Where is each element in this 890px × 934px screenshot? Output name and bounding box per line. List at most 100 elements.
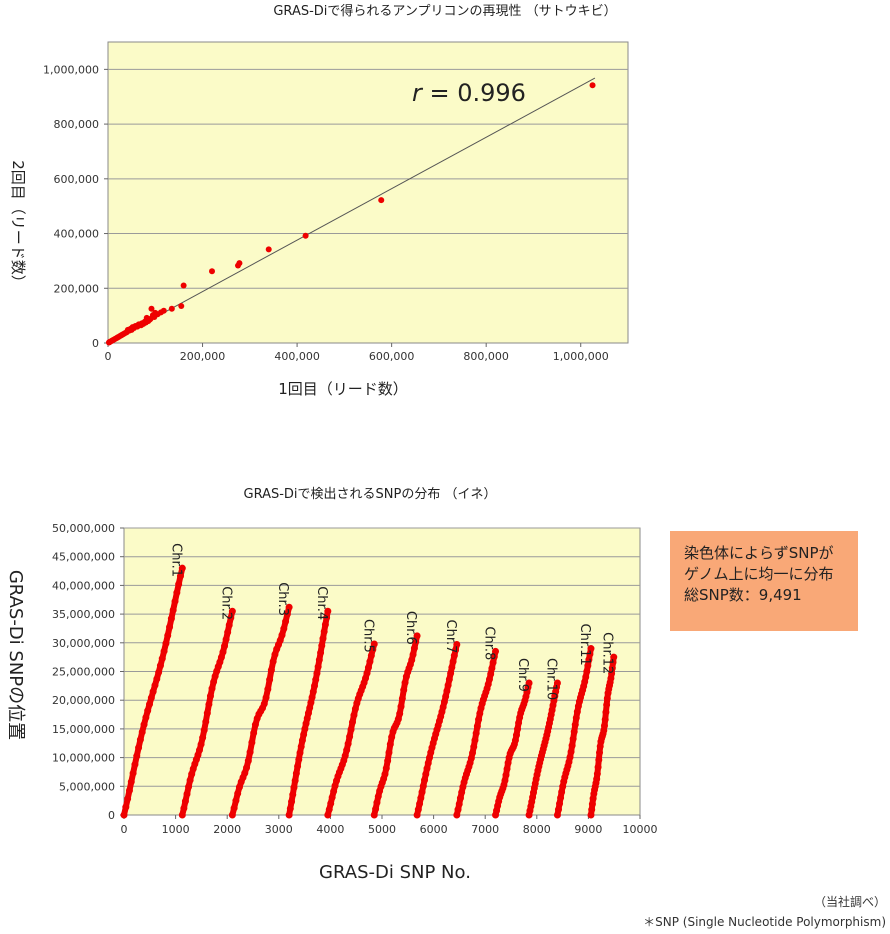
snp-point: [131, 761, 139, 769]
snp-point: [512, 731, 520, 739]
snp-point: [166, 623, 174, 631]
snp-point: [248, 738, 256, 746]
snp-point: [374, 792, 382, 800]
snp-point: [554, 806, 562, 814]
snp-point: [225, 621, 233, 629]
snp-point: [319, 635, 327, 643]
snp-point: [280, 625, 288, 633]
snp-point: [289, 791, 297, 799]
snp-point: [206, 692, 214, 700]
snp-point: [348, 718, 356, 726]
snp-point: [424, 759, 432, 767]
snp-point: [603, 694, 611, 702]
snp-point: [485, 675, 493, 683]
snp-point: [160, 647, 168, 655]
snp-point: [569, 735, 577, 743]
chromosome-series: [120, 564, 186, 819]
snp-point: [171, 597, 179, 605]
data-point: [168, 305, 175, 312]
snp-point: [473, 722, 481, 730]
chromosome-series: [370, 632, 421, 819]
snp-point: [301, 725, 309, 733]
snp-point: [370, 811, 378, 819]
snp-point: [416, 800, 424, 808]
snp-point: [151, 681, 159, 689]
snp-point: [176, 572, 184, 580]
snp-point: [469, 749, 477, 757]
x-tick-label: 6000: [420, 823, 448, 836]
snp-point: [203, 709, 211, 717]
snp-point: [208, 685, 216, 693]
snp-point: [511, 736, 519, 744]
y-tick-label: 400,000: [54, 228, 100, 241]
snp-point: [234, 789, 242, 797]
snp-point: [244, 757, 252, 765]
snp-point: [295, 755, 303, 763]
snp-point: [186, 776, 194, 784]
snp-point: [286, 804, 294, 812]
snp-point: [224, 628, 232, 636]
snp-point: [568, 742, 576, 750]
snp-point: [514, 725, 522, 733]
snp-point: [442, 693, 450, 701]
snp-point: [124, 795, 132, 803]
snp-point: [595, 756, 603, 764]
y-tick-label: 30,000,000: [52, 637, 115, 650]
snp-point: [328, 793, 336, 801]
chromosome-series: [228, 603, 293, 819]
snp-point: [351, 705, 359, 713]
snp-point: [205, 700, 213, 708]
snp-point: [146, 700, 154, 708]
snp-point: [602, 708, 610, 716]
snp-point: [490, 653, 498, 661]
snp-point: [401, 679, 409, 687]
snp-point: [297, 742, 305, 750]
snp-point: [385, 748, 393, 756]
snp-point: [567, 748, 575, 756]
snp-point: [455, 800, 463, 808]
data-point: [178, 303, 185, 310]
snp-point: [149, 688, 157, 696]
chromosome-label: Chr.3: [275, 582, 290, 616]
snp-point: [315, 656, 323, 664]
snp-point: [173, 589, 181, 597]
chromosome-label: Chr.10: [543, 658, 558, 700]
chromosome-series: [453, 647, 500, 819]
snp-point: [344, 740, 352, 748]
snp-point: [593, 775, 601, 783]
snp-point: [183, 790, 191, 798]
snp-point: [408, 656, 416, 664]
snp-point: [125, 786, 133, 794]
snp-point: [178, 811, 186, 819]
snp-point: [142, 714, 150, 722]
snp-point: [596, 749, 604, 757]
snp-point: [262, 694, 270, 702]
snp-point: [232, 797, 240, 805]
y-tick-label: 50,000,000: [52, 522, 115, 535]
snp-point: [266, 676, 274, 684]
snp-point: [181, 797, 189, 805]
snp-point: [587, 811, 595, 819]
snp-point: [228, 811, 236, 819]
x-tick-label: 10000: [623, 823, 658, 836]
snp-point: [155, 668, 163, 676]
snp-point: [492, 647, 500, 655]
snp-point: [343, 746, 351, 754]
snp-point: [440, 698, 448, 706]
x-tick-label: 200,000: [180, 350, 226, 363]
snp-point: [285, 811, 293, 819]
snp-point: [585, 656, 593, 664]
chromosome-label: Chr.4: [314, 586, 329, 620]
x-tick-label: 8000: [523, 823, 551, 836]
snp-point: [382, 764, 390, 772]
snp-point: [593, 770, 601, 778]
snp-point: [246, 748, 254, 756]
y-tick-label: 1,000,000: [43, 63, 99, 76]
snp-point: [413, 632, 421, 640]
chromosome-label: Chr.6: [403, 611, 418, 645]
note-line-3: 総SNP数：9,491: [684, 586, 802, 604]
snp-point: [227, 614, 235, 622]
snp-point: [178, 564, 186, 572]
snp-point: [394, 715, 402, 723]
